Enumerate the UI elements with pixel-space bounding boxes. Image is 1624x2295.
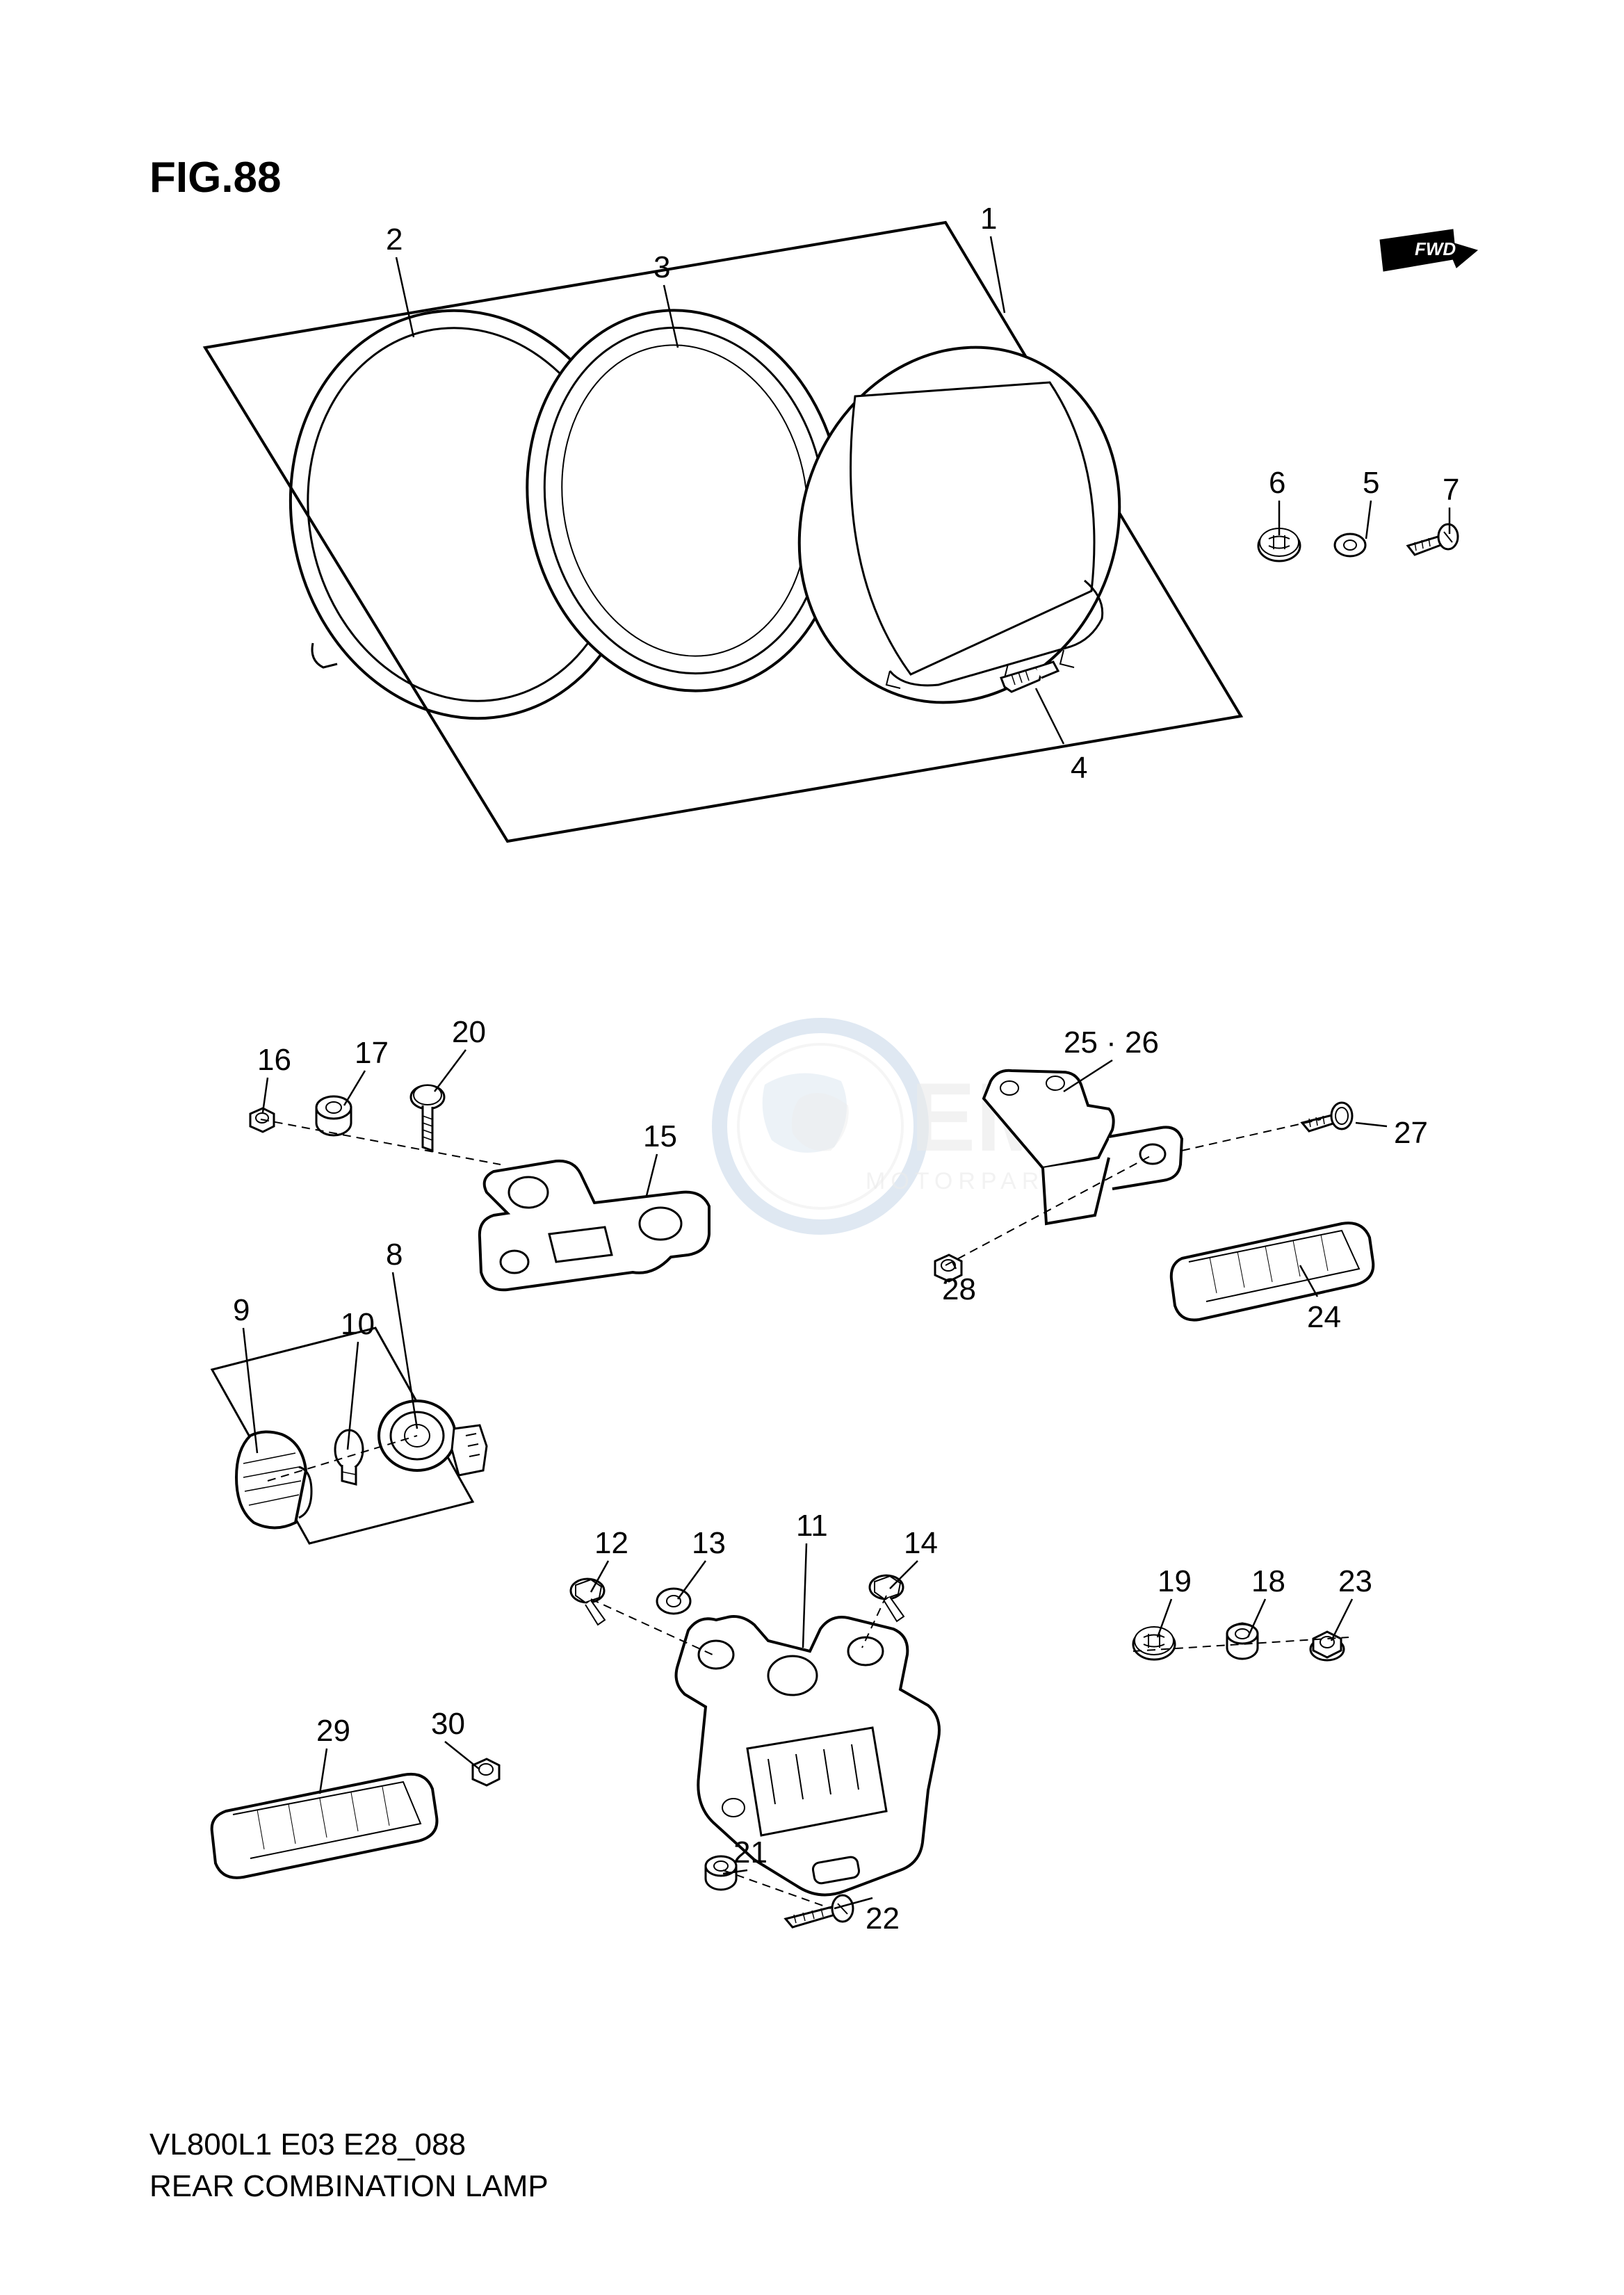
ref-15: 15 <box>643 1119 677 1154</box>
ref-9: 9 <box>233 1293 250 1328</box>
ref-14: 14 <box>904 1526 938 1561</box>
part-11-bracket <box>556 1550 1091 1968</box>
ref-27: 27 <box>1394 1116 1428 1151</box>
ref-5: 5 <box>1363 466 1379 501</box>
parts-18-19-23 <box>1112 1599 1390 1710</box>
ref-20: 20 <box>452 1015 486 1050</box>
ref-19: 19 <box>1158 1564 1192 1599</box>
ref-22: 22 <box>866 1901 900 1936</box>
ref-1: 1 <box>980 202 997 236</box>
parts-5-6-7 <box>1244 501 1474 605</box>
ref-4: 4 <box>1071 751 1087 786</box>
ref-2: 2 <box>386 222 403 257</box>
parts-29-30 <box>202 1738 535 1891</box>
part-15-bracket <box>466 1154 765 1314</box>
fwd-badge: FWD <box>1377 226 1481 278</box>
ref-17: 17 <box>355 1036 389 1071</box>
ref-30: 30 <box>431 1707 465 1742</box>
ref-29: 29 <box>316 1714 350 1749</box>
ref-10: 10 <box>341 1307 375 1342</box>
ref-3: 3 <box>653 250 670 285</box>
ref-21: 21 <box>733 1835 768 1870</box>
ref-8: 8 <box>386 1238 403 1272</box>
ref-7: 7 <box>1443 473 1459 508</box>
ref-24: 24 <box>1307 1300 1341 1335</box>
parts-8-9-10-lamp <box>202 1300 591 1578</box>
ref-25-26: 25 · 26 <box>1064 1025 1159 1060</box>
ref-28: 28 <box>942 1272 976 1307</box>
ref-11: 11 <box>796 1509 828 1543</box>
assembly-box <box>181 216 1265 855</box>
fwd-text: FWD <box>1415 238 1456 259</box>
figure-title: FIG.88 <box>149 153 282 202</box>
ref-18: 18 <box>1251 1564 1285 1599</box>
ref-6: 6 <box>1269 466 1285 501</box>
bottom-label-name: REAR COMBINATION LAMP <box>149 2169 549 2204</box>
bottom-label-code: VL800L1 E03 E28_088 <box>149 2127 466 2162</box>
ref-16: 16 <box>257 1043 291 1078</box>
ref-23: 23 <box>1338 1564 1372 1599</box>
ref-13: 13 <box>692 1526 726 1561</box>
ref-12: 12 <box>594 1526 628 1561</box>
